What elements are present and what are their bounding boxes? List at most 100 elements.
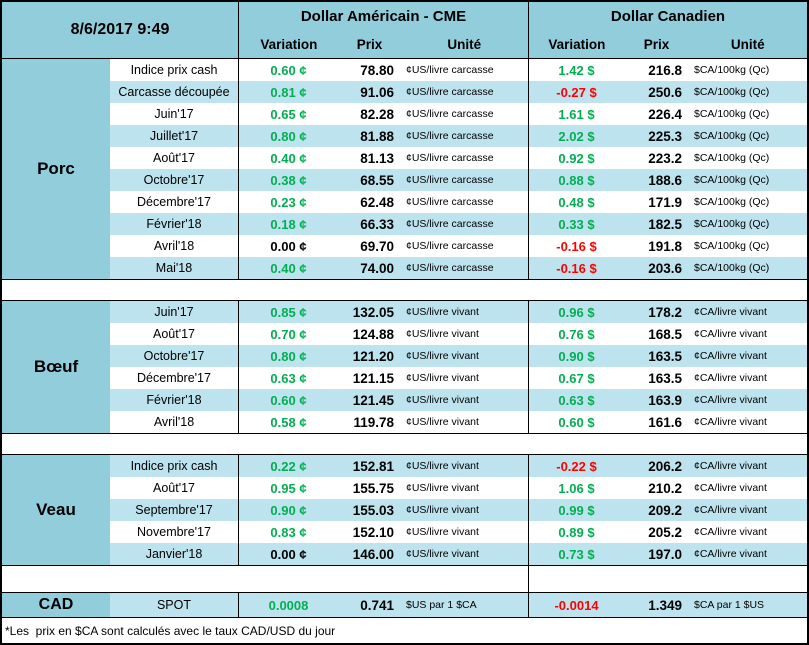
us-variation: 0.70 ¢ — [238, 323, 338, 345]
ca-unit: $CA/100kg (Qc) — [694, 218, 770, 230]
ca-price: 168.5 — [648, 326, 682, 342]
us-price: 155.03 — [352, 502, 394, 518]
cad-ca-unit: $CA par 1 $US — [694, 599, 765, 611]
ca-unit: ¢CA/livre vivant — [694, 394, 767, 406]
us-price: 121.15 — [352, 370, 394, 386]
ca-price: 171.9 — [648, 194, 682, 210]
ca-variation: -0.27 $ — [528, 81, 624, 103]
us-unit: ¢US/livre vivant — [406, 526, 479, 538]
ca-variation: 0.96 $ — [528, 301, 624, 323]
us-unit: ¢US/livre carcasse — [406, 108, 494, 120]
ca-price: 206.2 — [648, 458, 682, 474]
us-unit: ¢US/livre carcasse — [406, 130, 494, 142]
ca-price: 161.6 — [648, 414, 682, 430]
ca-variation: 0.76 $ — [528, 323, 624, 345]
row-label: Février'18 — [146, 217, 202, 231]
us-unit: ¢US/livre carcasse — [406, 152, 494, 164]
table-row: Octobre'17 0.80 ¢ 121.20 ¢US/livre vivant 0.… — [110, 345, 807, 367]
ca-price: 178.2 — [648, 304, 682, 320]
ca-price: 191.8 — [648, 238, 682, 254]
us-unit: ¢US/livre vivant — [406, 306, 479, 318]
ca-price: 216.8 — [648, 62, 682, 78]
ca-unit: $CA/100kg (Qc) — [694, 240, 770, 252]
ca-unit: $CA/100kg (Qc) — [694, 196, 770, 208]
ca-variation: 1.42 $ — [528, 59, 624, 81]
row-label: Décembre'17 — [137, 371, 211, 385]
us-price: 69.70 — [360, 238, 394, 254]
ca-unit: $CA/100kg (Qc) — [694, 64, 770, 76]
table-row: Janvier'18 0.00 ¢ 146.00 ¢US/livre vivant 0.… — [110, 543, 807, 565]
us-unit: ¢US/livre carcasse — [406, 86, 494, 98]
ca-unit: ¢CA/livre vivant — [694, 306, 767, 318]
row-label: Carcasse découpée — [118, 85, 230, 99]
us-variation: 0.00 ¢ — [238, 543, 338, 565]
us-price: 152.81 — [352, 458, 394, 474]
us-unit: ¢US/livre vivant — [406, 350, 479, 362]
ca-price: 188.6 — [648, 172, 682, 188]
table-row: Carcasse découpée 0.81 ¢ 91.06 ¢US/livre ca… — [110, 81, 807, 103]
ca-price: 203.6 — [648, 260, 682, 276]
us-price: 155.75 — [352, 480, 394, 496]
us-col-unite: Unité — [447, 36, 482, 52]
us-unit: ¢US/livre vivant — [406, 328, 479, 340]
us-dollar-title: Dollar Américain - CME — [300, 7, 467, 25]
ca-unit: $CA/100kg (Qc) — [694, 130, 770, 142]
us-unit: ¢US/livre vivant — [406, 504, 479, 516]
us-price: 66.33 — [360, 216, 394, 232]
ca-price: 163.5 — [648, 370, 682, 386]
ca-price: 225.3 — [648, 128, 682, 144]
us-variation: 0.40 ¢ — [238, 147, 338, 169]
us-price: 121.20 — [352, 348, 394, 364]
table-row: Août'17 0.40 ¢ 81.13 ¢US/livre carcasse 0.92… — [110, 147, 807, 169]
ca-unit: $CA/100kg (Qc) — [694, 86, 770, 98]
ca-unit: ¢CA/livre vivant — [694, 504, 767, 516]
ca-variation: -0.16 $ — [528, 257, 624, 279]
section-label: Veau — [2, 455, 110, 565]
ca-col-prix: Prix — [643, 36, 670, 52]
cad-row: CAD SPOT 0.0008 0.741 $US par 1 $CA -0.0… — [2, 592, 807, 618]
cad-section-label: CAD — [2, 593, 110, 617]
table-row: Décembre'17 0.23 ¢ 62.48 ¢US/livre carcasse… — [110, 191, 807, 213]
us-price: 124.88 — [352, 326, 394, 342]
ca-price: 163.9 — [648, 392, 682, 408]
ca-price: 250.6 — [648, 84, 682, 100]
ca-price: 223.2 — [648, 150, 682, 166]
ca-variation: 1.06 $ — [528, 477, 624, 499]
us-col-variation: Variation — [260, 36, 318, 52]
ca-variation: 0.99 $ — [528, 499, 624, 521]
row-label: Février'18 — [146, 393, 202, 407]
ca-variation: 0.92 $ — [528, 147, 624, 169]
ca-price: 210.2 — [648, 480, 682, 496]
ca-unit: $CA/100kg (Qc) — [694, 152, 770, 164]
us-price: 78.80 — [360, 62, 394, 78]
us-price: 68.55 — [360, 172, 394, 188]
row-label: Décembre'17 — [137, 195, 211, 209]
row-label: Août'17 — [152, 327, 195, 341]
row-label: Indice prix cash — [130, 63, 218, 77]
ca-unit: ¢CA/livre vivant — [694, 416, 767, 428]
table-row: Avril'18 0.00 ¢ 69.70 ¢US/livre carcasse -0.… — [110, 235, 807, 257]
table-row: Août'17 0.95 ¢ 155.75 ¢US/livre vivant 1.06 … — [110, 477, 807, 499]
ca-unit: ¢CA/livre vivant — [694, 482, 767, 494]
us-price: 152.10 — [352, 524, 394, 540]
ca-variation: 0.90 $ — [528, 345, 624, 367]
us-variation: 0.81 ¢ — [238, 81, 338, 103]
ca-variation: 0.67 $ — [528, 367, 624, 389]
ca-unit: ¢CA/livre vivant — [694, 526, 767, 538]
ca-price: 205.2 — [648, 524, 682, 540]
us-price: 74.00 — [360, 260, 394, 276]
ca-variation: -0.22 $ — [528, 455, 624, 477]
cad-us-variation: 0.0008 — [238, 593, 338, 617]
us-unit: ¢US/livre carcasse — [406, 64, 494, 76]
us-unit: ¢US/livre vivant — [406, 548, 479, 560]
table-header: 8/6/2017 9:49 Dollar Américain - CME Var… — [2, 2, 807, 58]
table-row: Février'18 0.60 ¢ 121.45 ¢US/livre vivant 0.… — [110, 389, 807, 411]
ca-col-variation: Variation — [548, 36, 606, 52]
us-variation: 0.65 ¢ — [238, 103, 338, 125]
us-price: 146.00 — [352, 546, 394, 562]
ca-variation: 0.63 $ — [528, 389, 624, 411]
section-label: Porc — [2, 59, 110, 279]
us-variation: 0.22 ¢ — [238, 455, 338, 477]
us-variation: 0.63 ¢ — [238, 367, 338, 389]
